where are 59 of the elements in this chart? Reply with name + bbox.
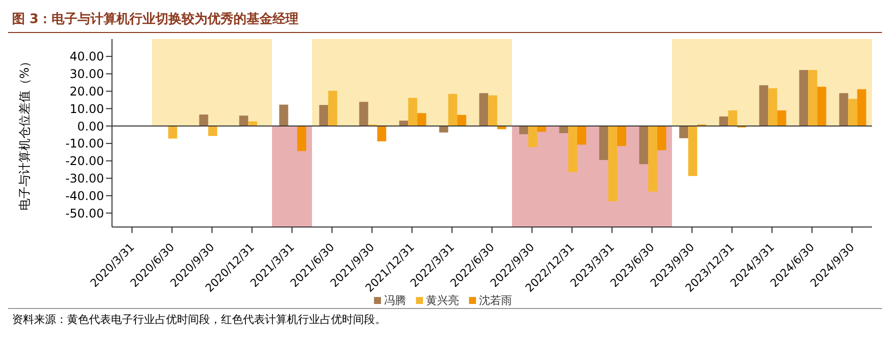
bar <box>817 86 826 126</box>
legend-label: 冯腾 <box>383 293 406 308</box>
bar <box>417 113 426 126</box>
bar <box>448 94 458 126</box>
bar <box>239 116 248 126</box>
y-tick-label: 0.00 <box>77 119 104 134</box>
legend-label: 黄兴亮 <box>425 293 459 308</box>
bar <box>208 126 218 136</box>
bar <box>808 70 818 126</box>
bar <box>519 126 528 134</box>
bar <box>488 95 498 126</box>
bar <box>559 126 568 134</box>
bar <box>399 120 408 126</box>
bar <box>568 126 578 172</box>
bar <box>608 126 618 202</box>
bar <box>297 126 306 152</box>
bar <box>328 90 338 126</box>
bar <box>719 116 728 126</box>
y-tick-label: -40.00 <box>65 188 104 203</box>
bar <box>857 89 866 126</box>
bar <box>848 98 858 126</box>
bar <box>408 98 418 126</box>
bar <box>728 110 738 126</box>
bar <box>199 114 208 126</box>
bar <box>768 88 778 126</box>
bar <box>657 126 666 150</box>
y-tick-label: 20.00 <box>70 84 104 98</box>
bar <box>839 93 848 126</box>
y-axis-title: 电子与计算机仓位差值（%） <box>17 55 32 211</box>
bar <box>359 102 368 126</box>
bar <box>617 126 626 146</box>
y-tick-label: 40.00 <box>70 50 104 64</box>
bar <box>537 126 546 132</box>
bar <box>457 114 466 126</box>
bar <box>639 126 648 164</box>
bar <box>688 126 698 176</box>
bar <box>528 126 538 148</box>
y-tick-label: 30.00 <box>70 67 104 82</box>
bar <box>599 126 608 160</box>
bar <box>377 126 386 142</box>
bar <box>648 126 658 192</box>
bar <box>319 104 328 126</box>
bar <box>577 126 586 145</box>
y-tick-label: -30.00 <box>65 172 104 186</box>
bar <box>439 126 448 132</box>
bar <box>168 126 178 139</box>
bar <box>759 85 768 126</box>
bar <box>799 70 808 126</box>
bar <box>777 110 786 126</box>
legend-label: 沈若雨 <box>478 293 512 308</box>
y-tick-label: -10.00 <box>65 136 104 151</box>
bar <box>479 93 488 126</box>
chart-title: 图 3：电子与计算机行业切换较为优秀的基金经理 <box>8 8 882 33</box>
y-tick-label: 10.00 <box>70 102 104 116</box>
y-tick-label: -20.00 <box>65 154 104 168</box>
text: 资料来源：黄色代表电子行业占优时间段，红色代表计算机行业占优时间段。 <box>12 312 387 327</box>
bar <box>279 104 288 126</box>
bar <box>679 126 688 138</box>
y-tick-label: -50.00 <box>65 206 104 220</box>
